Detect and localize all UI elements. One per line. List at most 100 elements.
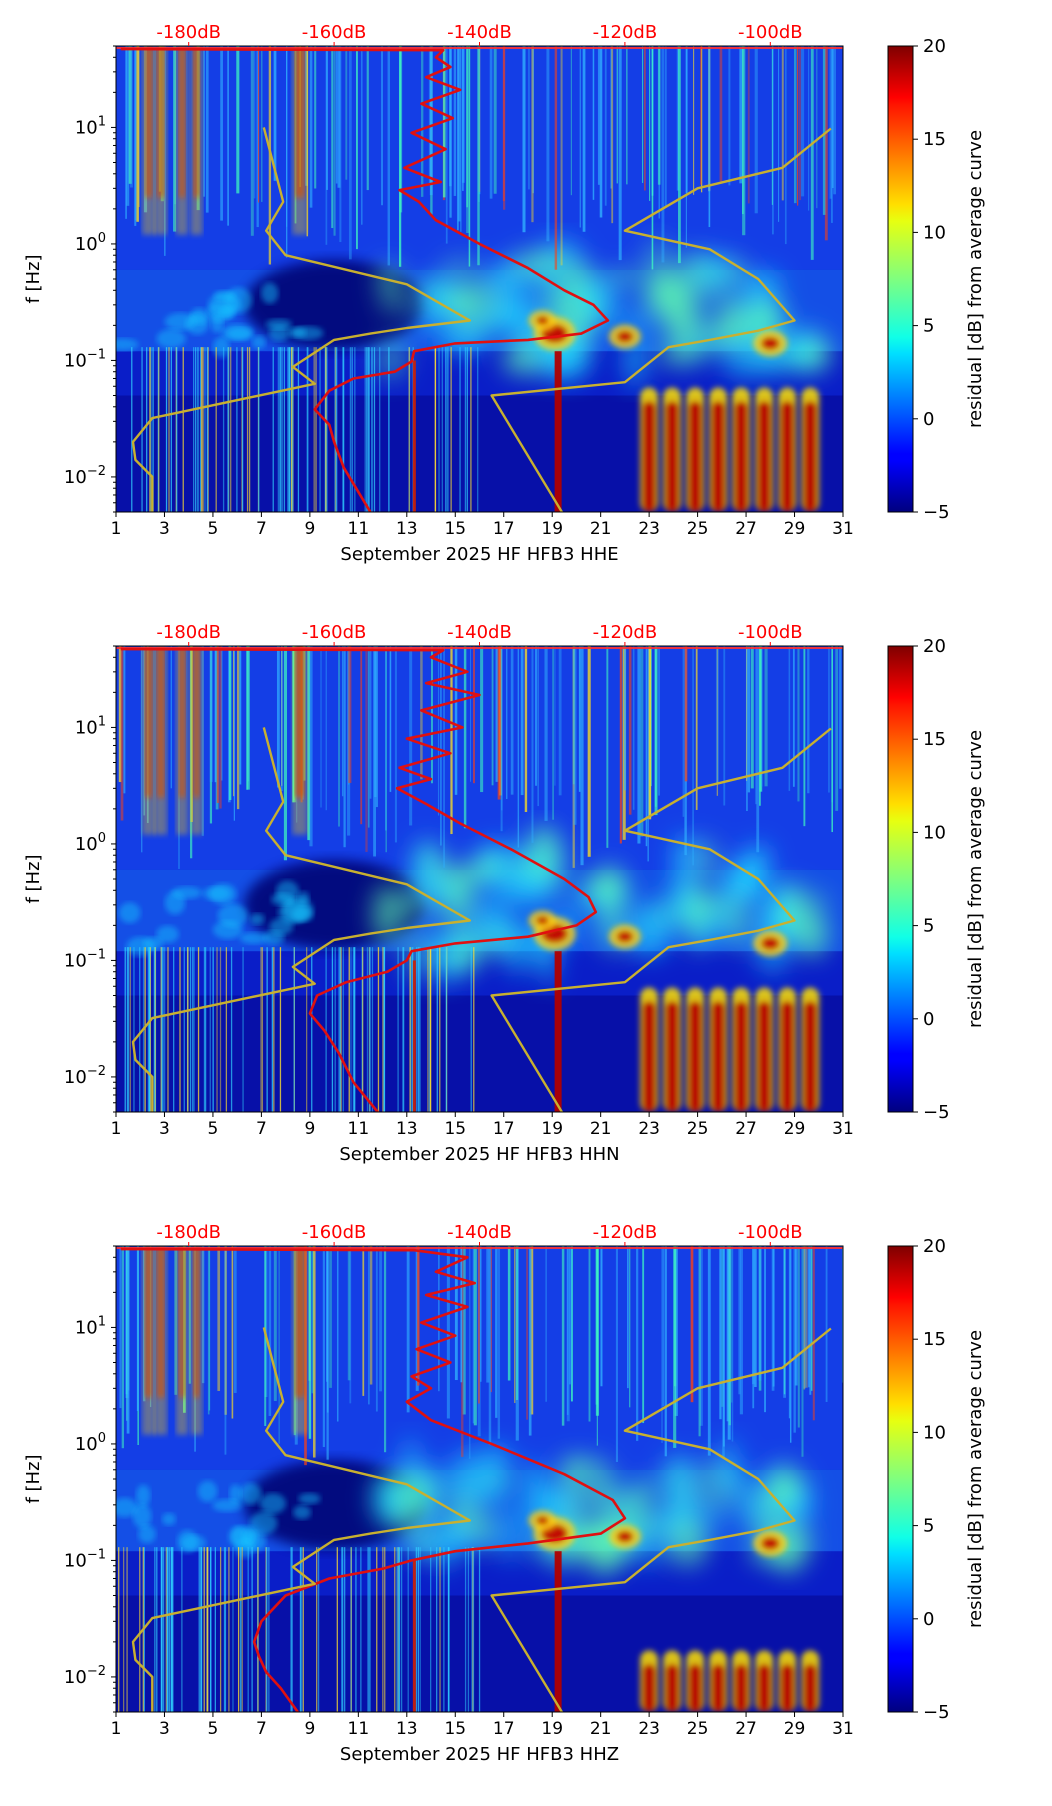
noise-model-curve-line <box>131 127 471 512</box>
x-tick-label: 7 <box>256 1719 267 1739</box>
x-tick-label: 23 <box>638 1719 660 1739</box>
x-tick-label: 21 <box>590 1719 612 1739</box>
x-tick-label: 15 <box>444 1719 466 1739</box>
y-tick-label: 100 <box>75 231 106 255</box>
colorbar-tick-label: −5 <box>923 502 950 523</box>
colorbar <box>887 1245 914 1713</box>
x-tick-label: 25 <box>687 1119 709 1139</box>
y-tick-label: 10−2 <box>64 464 106 488</box>
top-db-label: -140dB <box>447 1222 512 1243</box>
colorbar-tick-label: 0 <box>923 1609 934 1630</box>
colorbar-tick-label: 15 <box>923 729 946 750</box>
x-tick-label: 1 <box>111 519 122 539</box>
y-tick-label: 100 <box>75 1431 106 1455</box>
x-tick-label: 11 <box>348 519 370 539</box>
x-tick-label: 17 <box>493 1119 515 1139</box>
y-tick-label: 101 <box>75 714 106 738</box>
x-tick-label: 11 <box>348 1719 370 1739</box>
colorbar-label: residual [dB] from average curve <box>965 130 986 428</box>
x-tick-label: 13 <box>396 519 418 539</box>
x-tick-label: 25 <box>687 519 709 539</box>
noise-model-curve-line <box>490 1327 832 1712</box>
top-db-label: -180dB <box>156 22 221 43</box>
x-tick-label: 19 <box>541 1719 563 1739</box>
colorbar-label: residual [dB] from average curve <box>965 730 986 1028</box>
x-tick-label: 21 <box>590 519 612 539</box>
y-tick-label: 10−2 <box>64 1664 106 1688</box>
colorbar-tick-label: 20 <box>923 636 946 657</box>
x-tick-label: 29 <box>784 1719 806 1739</box>
x-tick-label: 21 <box>590 1119 612 1139</box>
x-tick-label: 9 <box>304 1719 315 1739</box>
colorbar-tick-label: −5 <box>923 1702 950 1723</box>
colorbar-tick-label: 5 <box>923 316 934 337</box>
x-tick-label: 9 <box>304 519 315 539</box>
colorbar <box>887 645 914 1113</box>
x-tick-label: 27 <box>735 1119 757 1139</box>
colorbar-tick-label: 20 <box>923 1236 946 1257</box>
x-tick-label: 23 <box>638 1119 660 1139</box>
x-tick-label: 5 <box>208 1119 219 1139</box>
top-db-label: -160dB <box>302 22 367 43</box>
colorbar-tick-label: 5 <box>923 916 934 937</box>
y-axis-label: f [Hz] <box>23 854 44 903</box>
x-tick-label: 27 <box>735 519 757 539</box>
x-tick-label: 9 <box>304 1119 315 1139</box>
x-tick-label: 3 <box>159 1119 170 1139</box>
top-db-label: -100dB <box>738 1222 803 1243</box>
x-tick-label: 3 <box>159 519 170 539</box>
noise-model-curve-line <box>490 127 832 512</box>
top-db-label: -120dB <box>593 622 658 643</box>
colorbar-tick-label: 15 <box>923 1329 946 1350</box>
x-tick-label: 29 <box>784 519 806 539</box>
colorbar-tick-label: 0 <box>923 409 934 430</box>
colorbar-label: residual [dB] from average curve <box>965 1330 986 1628</box>
colorbar-tick-label: 0 <box>923 1009 934 1030</box>
top-db-label: -160dB <box>302 622 367 643</box>
colorbar-tick-label: 5 <box>923 1516 934 1537</box>
colorbar-tick-label: 10 <box>923 1422 946 1443</box>
y-tick-label: 10−1 <box>64 947 106 971</box>
x-tick-label: 5 <box>208 1719 219 1739</box>
y-tick-label: 10−2 <box>64 1064 106 1088</box>
top-db-label: -180dB <box>156 1222 221 1243</box>
colorbar-tick-label: 10 <box>923 822 946 843</box>
x-tick-label: 27 <box>735 1719 757 1739</box>
x-tick-label: 17 <box>493 1719 515 1739</box>
colorbar-tick-label: 15 <box>923 129 946 150</box>
x-tick-label: 13 <box>396 1119 418 1139</box>
top-db-label: -180dB <box>156 622 221 643</box>
x-axis-label: September 2025 HF HFB3 HHN <box>339 1144 619 1165</box>
x-tick-label: 19 <box>541 519 563 539</box>
colorbar-tick-label: 10 <box>923 222 946 243</box>
top-db-label: -100dB <box>738 622 803 643</box>
y-axis-label: f [Hz] <box>23 1454 44 1503</box>
colorbar-tick-label: 20 <box>923 36 946 57</box>
noise-model-curve-line <box>131 1327 471 1712</box>
x-tick-label: 15 <box>444 1119 466 1139</box>
y-tick-label: 10−1 <box>64 347 106 371</box>
top-db-label: -140dB <box>447 622 512 643</box>
x-tick-label: 17 <box>493 519 515 539</box>
x-tick-label: 23 <box>638 519 660 539</box>
x-axis-label: September 2025 HF HFB3 HHE <box>340 544 618 565</box>
noise-model-curve-line <box>131 727 471 1112</box>
x-tick-label: 1 <box>111 1119 122 1139</box>
x-tick-label: 15 <box>444 519 466 539</box>
top-db-label: -120dB <box>593 1222 658 1243</box>
x-tick-label: 31 <box>832 1119 854 1139</box>
colorbar-tick-label: −5 <box>923 1102 950 1123</box>
spectrogram-image <box>116 646 843 1112</box>
y-tick-label: 100 <box>75 831 106 855</box>
spectrogram-image <box>116 1246 843 1712</box>
top-db-label: -140dB <box>447 22 512 43</box>
x-tick-label: 7 <box>256 519 267 539</box>
x-tick-label: 11 <box>348 1119 370 1139</box>
x-tick-label: 25 <box>687 1719 709 1739</box>
spectrogram-image <box>116 46 843 512</box>
x-tick-label: 3 <box>159 1719 170 1739</box>
top-db-label: -120dB <box>593 22 658 43</box>
